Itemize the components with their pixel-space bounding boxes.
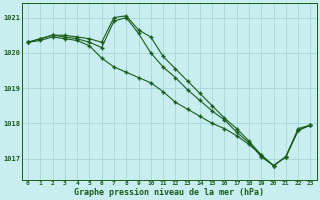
- X-axis label: Graphe pression niveau de la mer (hPa): Graphe pression niveau de la mer (hPa): [74, 188, 264, 197]
